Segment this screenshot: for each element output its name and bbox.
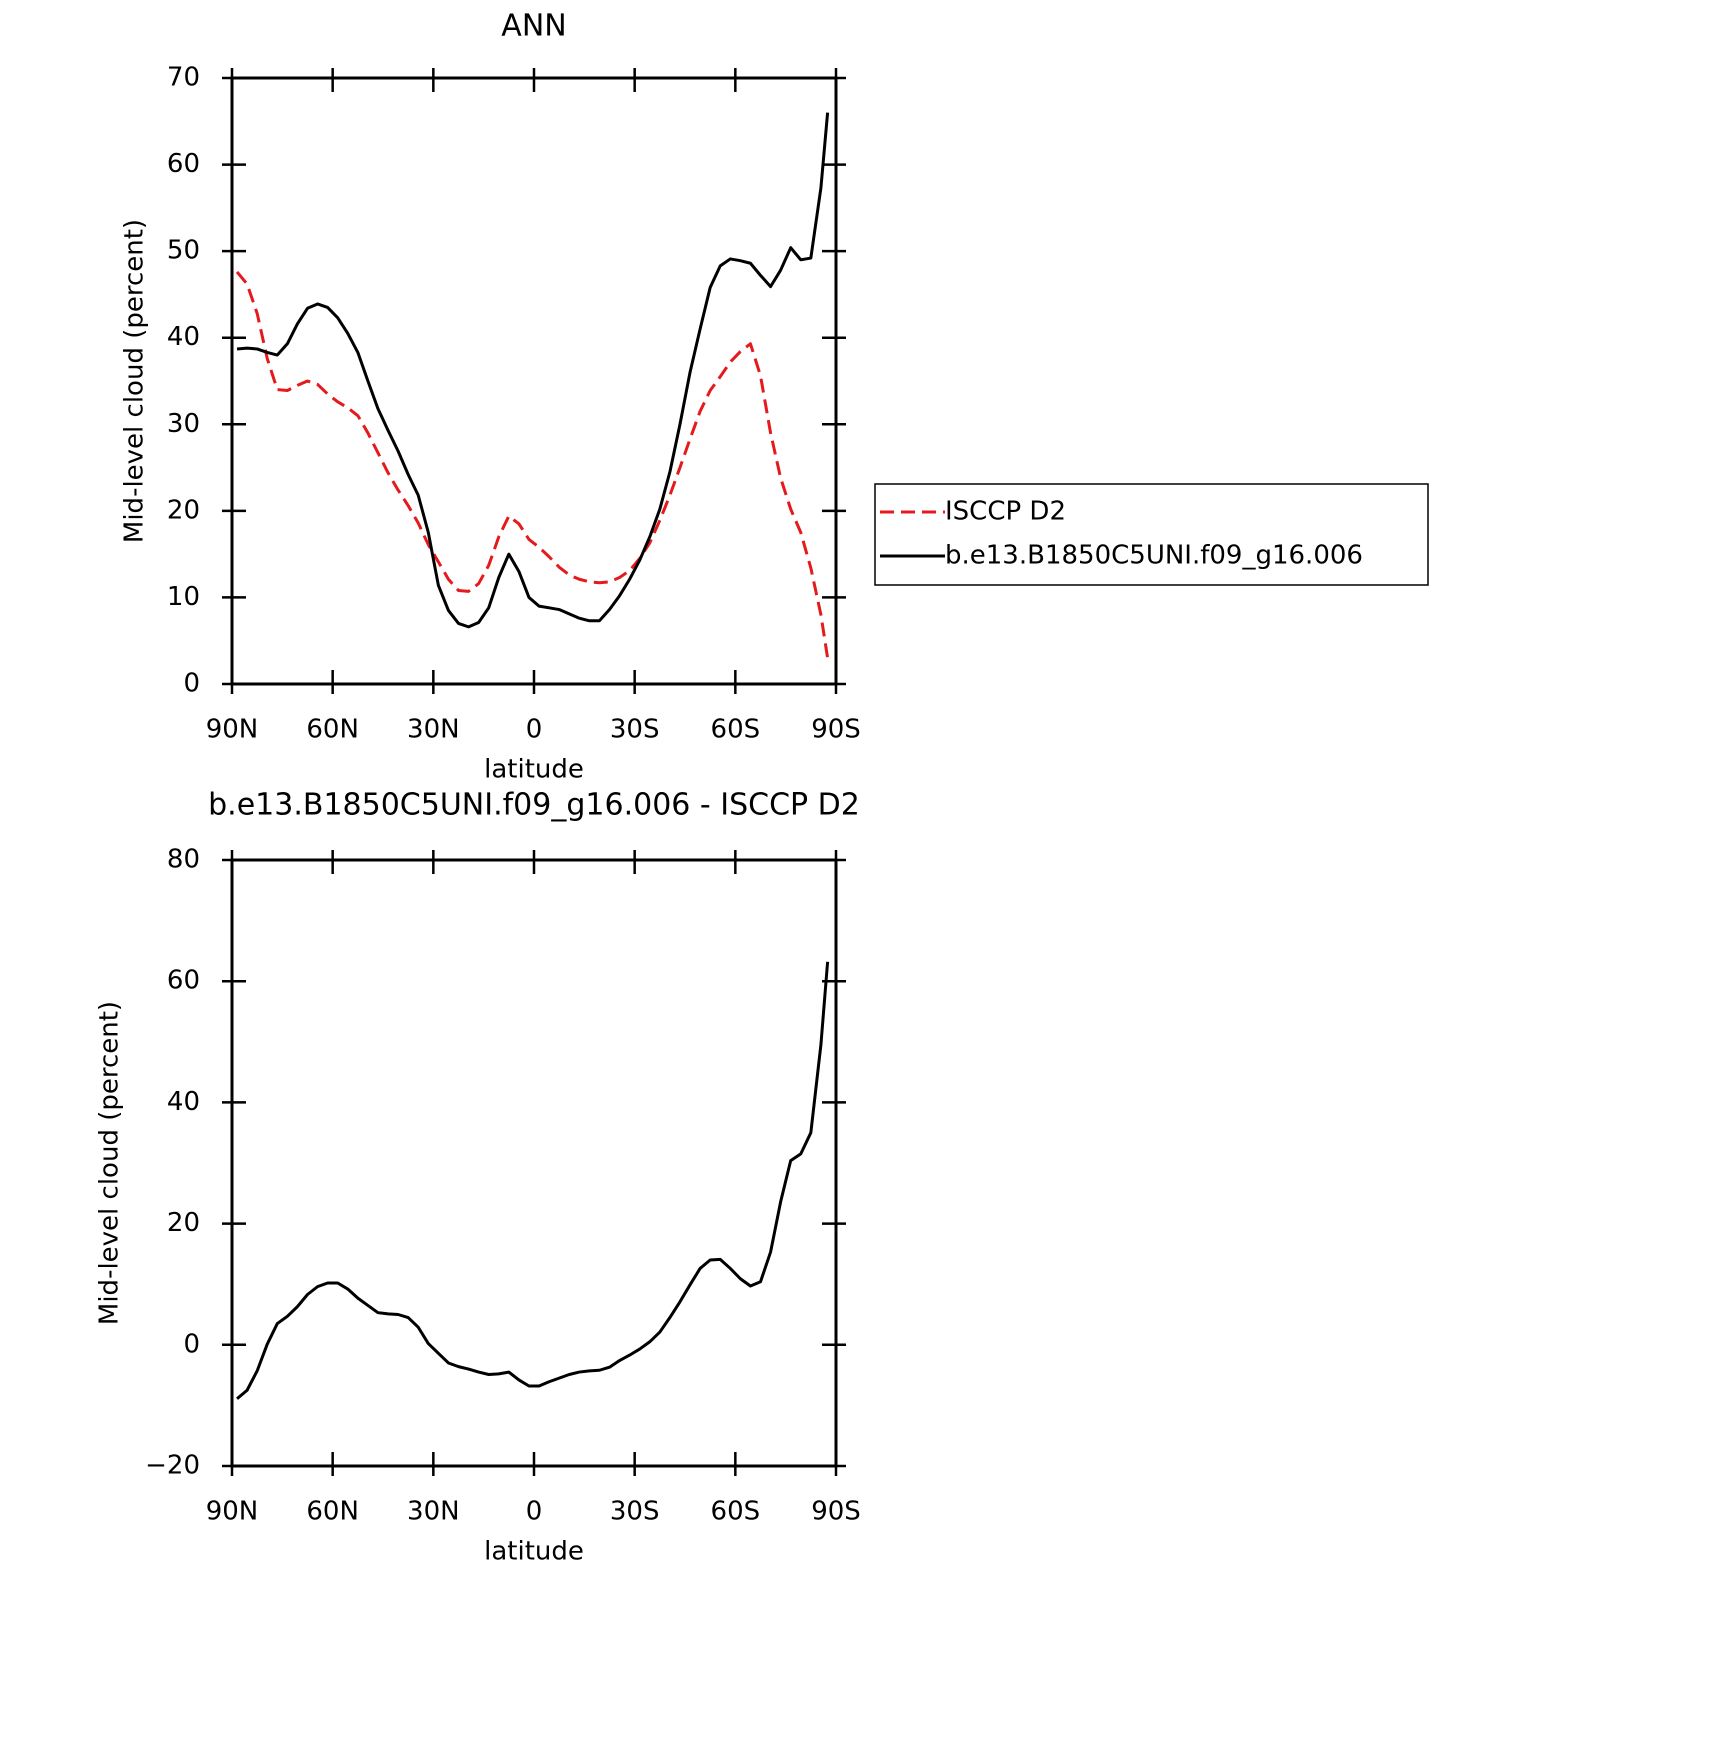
plot-frame [230,858,838,1468]
x-tick-label: 60N [306,1497,359,1527]
data-line [235,270,830,659]
y-tick-label: −20 [145,1451,200,1481]
plot-frame [230,76,838,686]
x-tick-label: 60N [306,715,359,745]
y-tick-label: 0 [183,1329,200,1359]
data-line [236,961,830,1400]
x-tick-label: 60S [711,1497,761,1527]
y-axis-label: Mid-level cloud (percent) [120,219,150,543]
legend-label: b.e13.B1850C5UNI.f09_g16.006 [945,541,1363,571]
y-tick-label: 80 [167,845,200,875]
chart-title: b.e13.B1850C5UNI.f09_g16.006 - ISCCP D2 [208,788,860,823]
y-tick-label: 60 [167,966,200,996]
x-tick-label: 0 [526,1497,543,1527]
x-axis-label: latitude [484,1537,584,1567]
x-tick-label: 30N [407,1497,460,1527]
y-tick-label: 60 [167,149,200,179]
x-tick-label: 90N [206,1497,259,1527]
x-tick-label: 0 [526,715,543,745]
y-tick-label: 10 [167,582,200,612]
x-tick-label: 30N [407,715,460,745]
x-tick-label: 30S [610,1497,660,1527]
x-tick-label: 60S [711,715,761,745]
y-tick-label: 20 [167,495,200,525]
x-tick-label: 90S [811,1497,861,1527]
y-tick-label: 40 [167,322,200,352]
x-tick-label: 30S [610,715,660,745]
x-axis-label: latitude [484,755,584,785]
data-line [236,112,830,629]
y-tick-label: 0 [183,669,200,699]
legend-label: ISCCP D2 [945,497,1066,527]
y-tick-label: 40 [167,1087,200,1117]
y-tick-label: 50 [167,236,200,266]
y-tick-label: 70 [167,63,200,93]
chart-title: ANN [501,9,566,44]
x-tick-label: 90N [206,715,259,745]
y-axis-label: Mid-level cloud (percent) [95,1001,125,1325]
y-tick-label: 20 [167,1208,200,1238]
x-tick-label: 90S [811,715,861,745]
y-tick-label: 30 [167,409,200,439]
legend-box [874,483,1429,586]
